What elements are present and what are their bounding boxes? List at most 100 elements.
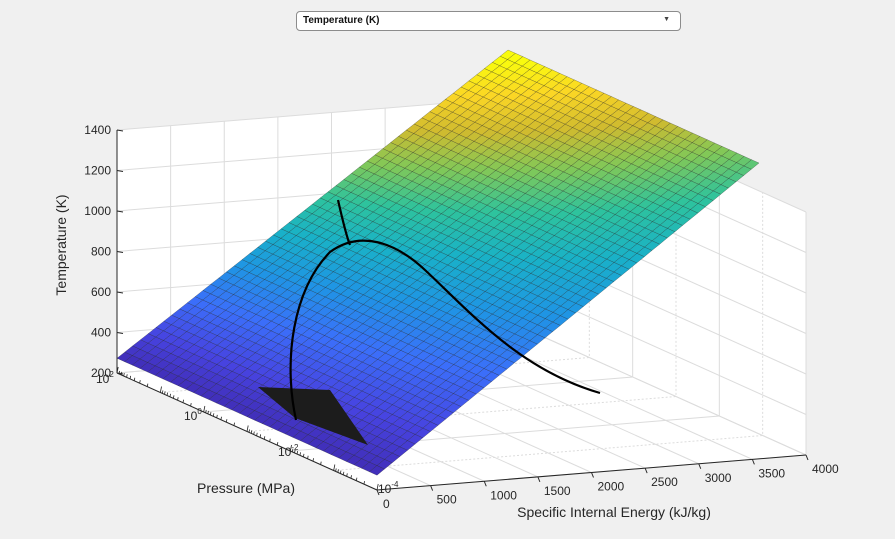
pressure-tick-mark [203,405,206,413]
z-tick-mark [116,129,124,132]
energy-tick-mark [644,467,648,474]
pressure-tick-mark [118,370,120,374]
pressure-tick-mark [333,464,336,471]
pressure-tick-label: 100 [184,407,202,423]
pressure-tick-mark [376,483,379,491]
pressure-tick-mark [289,444,292,452]
pressure-tick-label: 102 [96,370,114,386]
energy-tick-mark [751,459,755,465]
pressure-tick-mark [212,413,215,417]
z-axis-title: Temperature (K) [53,194,69,295]
pressure-tick-mark [296,450,299,455]
z-tick-label: 200 [91,366,111,380]
pressure-tick-mark [116,366,119,374]
pressure-tick-mark [259,434,262,438]
pressure-tick-mark [146,383,149,387]
pressure-tick-mark [291,448,294,452]
energy-tick-mark [376,489,380,496]
energy-tick-mark [483,481,487,487]
y-gridline [246,153,677,432]
pressure-tick-mark [166,392,169,396]
energy-tick-label: 1500 [544,484,571,498]
pressure-tick-mark [233,422,235,426]
pressure-tick-mark [120,371,123,375]
energy-tick-label: 4000 [812,462,839,476]
energy-tick-label: 1000 [490,488,517,502]
pressure-tick-mark [172,395,175,399]
pressure-tick-mark [276,442,279,446]
z-tick-mark [116,291,124,294]
pressure-tick-mark [133,377,136,381]
energy-tick-label: 0 [383,497,390,511]
z-tick-label: 1400 [84,123,111,137]
saturation-dome-curve [289,239,601,421]
surface-patch [743,159,760,170]
pressure-tick-mark [355,477,358,481]
z-tick-label: 400 [91,326,111,340]
saturation-curves [289,199,601,421]
dropdown-selected-value: Temperature (K) [303,15,380,26]
z-tick-label: 1200 [84,164,111,178]
pressure-tick-mark [269,438,271,442]
pressure-tick-mark [363,481,365,485]
energy-tick-mark [698,463,702,469]
z-tick-label: 800 [91,245,111,259]
pressure-tick-mark [209,411,212,416]
pressure-tick-mark [139,380,141,384]
z-tick-mark [116,332,124,334]
z-tick-mark [116,251,124,253]
energy-tick-mark [805,454,809,461]
pressure-tick-mark [299,452,301,456]
pressure-tick-label: 10-2 [278,443,299,459]
pressure-tick-mark [164,391,166,395]
y-axis-title: Pressure (MPa) [197,480,295,496]
pressure-tick-mark [246,425,249,432]
pressure-tick-mark [253,431,255,435]
energy-tick-mark [591,472,594,478]
pressure-tick-mark [346,473,348,477]
energy-tick-label: 2500 [651,475,678,489]
pressure-tick-mark [126,374,128,378]
pressure-tick-mark [335,468,337,472]
pressure-tick-mark [225,419,228,423]
plot-variable-dropdown[interactable]: Temperature (K) ▼ [296,11,681,31]
pressure-tick-mark [190,403,192,407]
x-axis-title: Specific Internal Energy (kJ/kg) [517,504,711,520]
pressure-tick-mark [216,414,218,418]
pressure-tick-mark [263,436,266,440]
pressure-tick-mark [169,393,171,397]
pressure-tick-mark [307,455,309,459]
y-gridline [290,173,720,452]
pressure-tick-mark [177,397,179,401]
z-tick-label: 1000 [84,204,111,218]
pressure-tick-mark [220,416,222,420]
z-tick-mark [116,170,124,172]
energy-tick-label: 2000 [598,480,625,494]
pressure-tick-mark [342,471,345,475]
pressure-tick-mark [339,470,342,474]
critical-isobar-curve [336,199,352,246]
energy-tick-label: 3000 [705,471,732,485]
pressure-tick-mark [350,475,352,479]
pressure-tick-mark [182,399,184,403]
pressure-tick-mark [337,469,339,473]
pressure-tick-mark [256,432,258,436]
pressure-tick-mark [312,458,314,462]
pressure-tick-mark [250,430,253,434]
chevron-down-icon: ▼ [663,16,670,23]
pressure-tick-mark [302,453,305,457]
pressure-tick-mark [320,461,322,465]
liquid-region [258,387,368,445]
energy-tick-label: 500 [437,493,457,507]
energy-tick-label: 3500 [758,466,785,480]
energy-tick-mark [537,476,541,483]
pressure-tick-mark [207,410,209,414]
pressure-tick-mark [205,409,207,413]
z-tick-label: 600 [91,285,111,299]
pressure-tick-mark [123,372,125,377]
z-tick-mark [116,210,124,213]
y-gridline [333,192,764,471]
pressure-tick-mark [248,429,250,433]
